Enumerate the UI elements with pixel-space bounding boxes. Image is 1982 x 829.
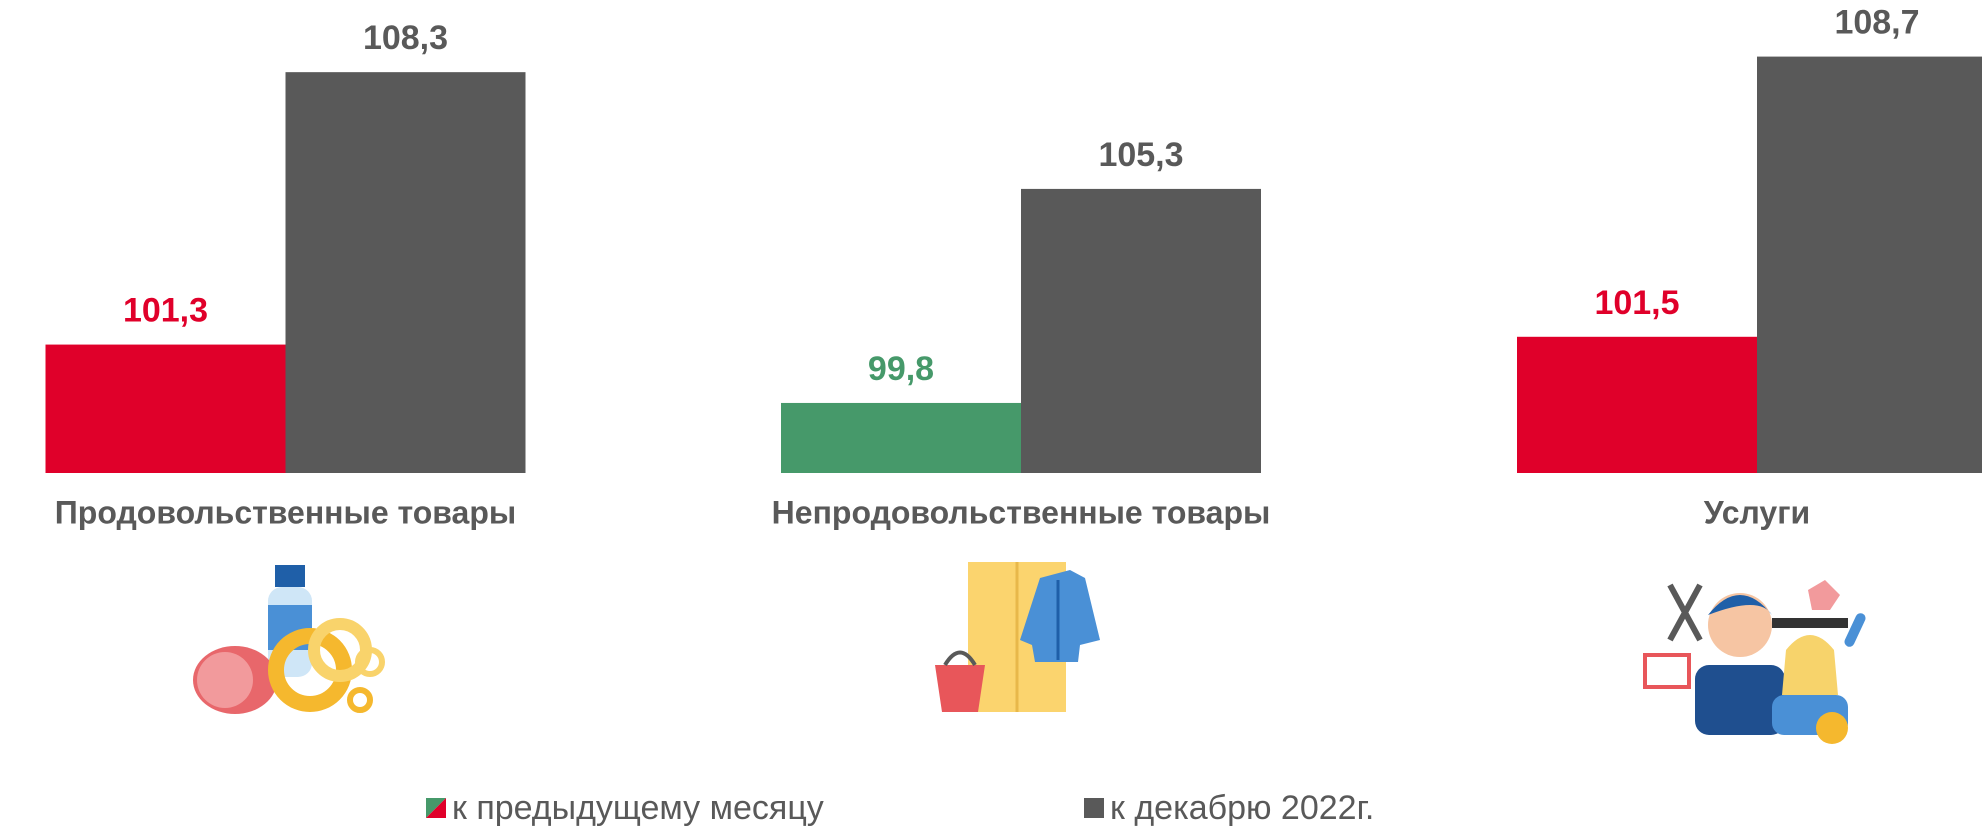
legend-swatch-red	[426, 798, 446, 818]
bar	[1021, 188, 1261, 474]
value-label: 108,3	[363, 19, 448, 57]
bar	[45, 344, 286, 473]
icon-services	[1643, 580, 1866, 744]
value-label: 101,5	[1594, 284, 1679, 322]
value-label: 108,7	[1834, 4, 1919, 42]
value-label: 99,8	[868, 350, 934, 388]
bar	[1517, 336, 1757, 473]
category-label: Непродовольственные товары	[772, 494, 1271, 530]
icon-goods	[935, 562, 1100, 712]
bar	[285, 72, 526, 474]
legend-label: к декабрю 2022г.	[1110, 789, 1374, 827]
bar	[781, 402, 1021, 473]
category-label: Продовольственные товары	[55, 494, 516, 530]
bar	[1757, 56, 1982, 473]
category-label: Услуги	[1704, 494, 1810, 530]
legend-swatch	[1084, 798, 1104, 818]
icon-food	[193, 565, 385, 714]
value-label: 105,3	[1098, 136, 1183, 174]
legend-label: к предыдущему месяцу	[452, 789, 824, 827]
value-label: 101,3	[123, 292, 208, 330]
